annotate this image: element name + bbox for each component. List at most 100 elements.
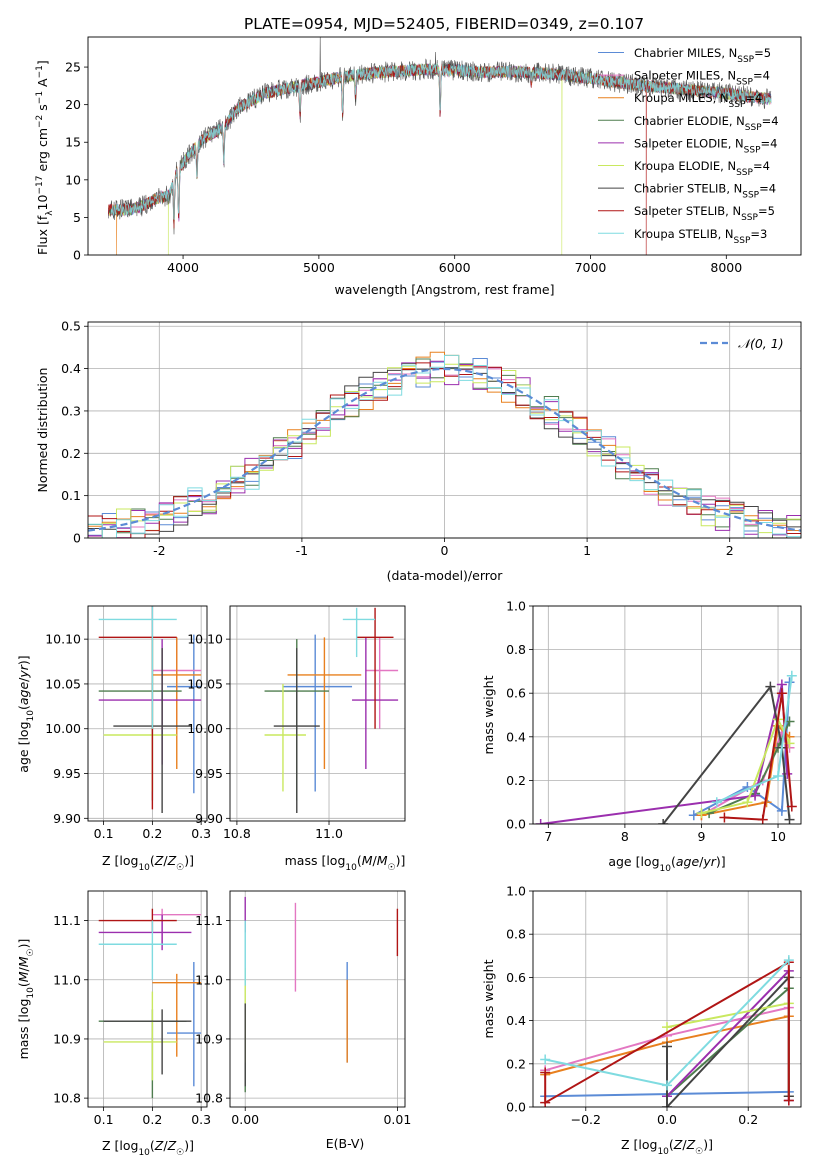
mass_vs_ebv-axes [226,890,406,1111]
weight-marker [776,688,787,699]
x-tick-label: −0.2 [571,1112,601,1127]
axes-frame [87,890,208,1108]
x-axis-label: Z [log10(Z/Z☉)] [102,1138,194,1158]
y-tick-label: 10.9 [195,1031,223,1046]
y-tick-label: 0.2 [506,773,526,788]
y-tick-label: 10.8 [195,1091,223,1106]
y-tick-label: 11.0 [195,972,223,987]
weight-marker [786,670,797,681]
x-axis-label: age [log10(age/yr)] [608,854,725,874]
y-tick-label: 15 [65,135,81,150]
x-tick-label: 10.8 [223,826,251,841]
y-tick-label: 0.3 [61,403,81,418]
y-tick-label: 20 [65,97,81,112]
weight-marker [662,1041,672,1052]
legend-label: Salpeter ELODIE, NSSP=4 [634,136,777,155]
x-axis-label: Z [log10(Z/Z☉)] [621,1137,713,1157]
spectrum-series-line [110,62,772,220]
mass_vs_ebv-plot-area [244,896,399,1093]
weight-marker [540,1097,551,1107]
y-tick-label: 9.95 [53,766,81,781]
y-axis-label: mass weight [481,959,496,1038]
y-tick-label: 0.8 [506,642,526,657]
y-tick-label: 0 [73,531,81,546]
histogram-series [88,354,801,538]
y-axis-label: Flux [fλ10−17 erg cm−2 s−1 A−1] [35,60,55,255]
y-tick-label: 10 [65,172,81,187]
x-tick-label: 0.1 [94,1112,114,1127]
y-tick-label: 0.6 [506,970,526,985]
y-tick-label: 9.95 [195,766,223,781]
x-tick-label: 7 [544,829,552,844]
x-axis-label: E(B-V) [326,1136,365,1151]
y-tick-label: 0.4 [61,361,81,376]
x-tick-label: 0.1 [94,826,114,841]
weight-marker [757,814,768,824]
axes-frame [87,605,208,822]
y-tick-label: 9.90 [195,811,223,826]
weight_vs_age-axes [529,605,802,828]
axes-frame [87,321,802,539]
normal-distribution-curve [88,367,801,532]
weight-marker [540,1054,551,1065]
x-tick-label: 0.00 [231,1112,259,1127]
weight-marker [783,955,794,966]
plot-layer: 4000 5000 6000 7000 80000510152025wavelength… [16,36,802,1158]
x-tick-label: 5000 [303,260,335,275]
y-axis-label: mass weight [481,675,496,754]
figure-title: PLATE=0954, MJD=52405, FIBERID=0349, z=0… [244,15,644,33]
y-tick-label: 0.5 [61,319,81,334]
y-tick-label: 0.4 [506,1013,526,1028]
weight-marker [711,797,722,808]
weight_vs_z-plot-area [540,955,794,1107]
y-tick-label: 25 [65,60,81,75]
y-tick-label: 10.8 [53,1091,81,1106]
age_vs_z-axes [84,605,208,825]
residuals-plot-area [88,351,801,538]
x-axis-label: mass [log10(M/M☉)] [285,853,406,873]
x-tick-label: 0.3 [191,826,211,841]
mass_vs_z-plot-area [98,908,202,1099]
weight-marker [784,814,795,824]
x-tick-label: -2 [153,543,165,558]
y-tick-label: 1.0 [506,884,526,899]
y-tick-label: 10.00 [45,721,81,736]
weight-marker [776,679,787,690]
x-tick-label: 6000 [439,260,471,275]
legend-label: Salpeter STELIB, NSSP=5 [634,204,775,223]
y-tick-label: 0.6 [506,686,526,701]
x-tick-label: 0.01 [383,1112,411,1127]
x-tick-label: -1 [296,543,308,558]
y-tick-label: 9.90 [53,811,81,826]
x-tick-label: 9 [697,829,705,844]
legend-label: Kroupa ELODIE, NSSP=4 [634,159,770,178]
weight-series-line [540,684,789,824]
y-axis-label: age [log10(age/yr)] [16,655,36,772]
y-tick-label: 10.00 [187,721,223,736]
x-tick-label: 7000 [575,260,607,275]
weight-marker [776,805,787,816]
x-tick-label: 11.0 [315,826,343,841]
weight-marker [765,681,776,692]
weight-marker [783,1095,794,1106]
legend-label: Chabrier MILES, NSSP=5 [634,46,771,65]
y-tick-label: 0.0 [506,817,526,832]
weight-marker [719,812,730,823]
axes-frame [229,890,406,1108]
weight-marker [742,797,753,808]
age_vs_z-plot-area [98,606,202,813]
legend-label: Kroupa MILES, NSSP=4 [634,91,762,110]
axes-frame [229,605,406,822]
legend-label: Chabrier ELODIE, NSSP=4 [634,114,779,133]
weight_vs_z-axes [529,890,802,1111]
legend-label: 𝒩(0, 1) [738,336,784,351]
y-tick-label: 10.9 [53,1031,81,1046]
y-tick-label: 0.4 [506,729,526,744]
x-tick-label: 4000 [167,260,199,275]
y-tick-label: 11.0 [53,972,81,987]
y-tick-label: 10.10 [45,632,81,647]
x-tick-label: 0.2 [738,1112,758,1127]
y-tick-label: 0.8 [506,927,526,942]
x-tick-label: 0.2 [142,826,162,841]
